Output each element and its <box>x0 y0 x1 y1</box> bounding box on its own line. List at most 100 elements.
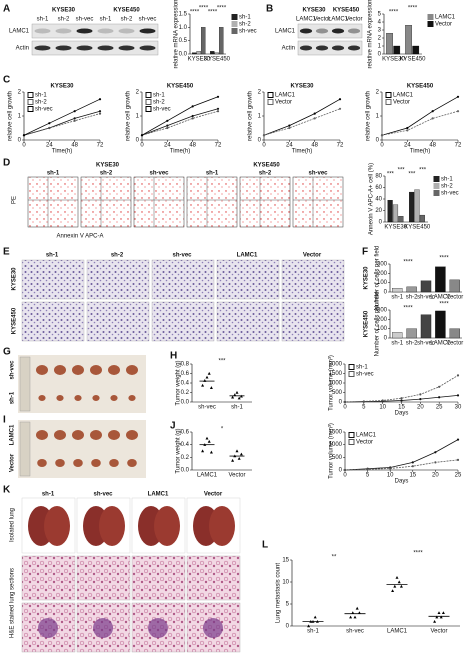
transwell-image <box>281 301 345 342</box>
panel-label: F <box>362 247 368 258</box>
legend-label: Vector <box>356 440 373 446</box>
bar <box>398 216 404 223</box>
significance: **** <box>199 6 209 12</box>
tumor-photo <box>18 355 146 413</box>
line <box>263 108 341 136</box>
metastasis <box>93 618 113 638</box>
chart-title: KYSE30 <box>50 84 74 90</box>
line <box>344 439 459 471</box>
panel-label: J <box>170 421 176 432</box>
transwell-image <box>151 301 215 342</box>
blot-row-label: Actin <box>282 46 295 52</box>
bar <box>406 328 417 339</box>
panel-label: H <box>170 351 177 362</box>
cell-line-label: KYSE30 <box>52 8 76 14</box>
bar <box>219 27 224 55</box>
y-tick-label: 0.8 <box>181 362 190 368</box>
x-tick-label: KYSE450 <box>404 225 431 231</box>
y-axis-label: relative cell growth <box>248 91 254 141</box>
x-axis-label: Days <box>395 411 409 417</box>
lane-label: LAMC1 <box>328 17 349 23</box>
line-marker <box>456 458 460 461</box>
y-axis-label: relative mRNA expression <box>174 0 180 69</box>
legend-label: sh-2 <box>153 100 165 106</box>
point <box>237 396 241 400</box>
tumor <box>128 395 136 401</box>
chart-title: KYSE30 <box>364 266 370 290</box>
he-section <box>186 555 241 601</box>
point <box>209 450 213 454</box>
x-tick-label: KYSE30 <box>188 57 211 63</box>
bar <box>412 45 420 55</box>
panel-label: A <box>3 4 10 15</box>
y-tick-label: 0.0 <box>179 52 188 58</box>
x-tick-label: sh-vec <box>198 405 216 411</box>
point <box>235 390 239 394</box>
x-tick-label: sh-vec <box>417 341 435 347</box>
y-tick-label: 0.4 <box>181 442 190 448</box>
significance: **** <box>403 306 413 312</box>
legend-label: Vector <box>275 100 292 106</box>
column-label: sh-1 <box>46 253 59 259</box>
y-tick-label: 4 <box>378 20 382 26</box>
flow-plot <box>186 176 238 228</box>
cell-line-label: KYSE450 <box>333 8 360 14</box>
flow-plot <box>27 176 79 228</box>
significance: *** <box>387 172 395 178</box>
blot-band <box>347 45 361 51</box>
row-label: KYSE450 <box>12 307 18 334</box>
flow-plot <box>80 176 132 228</box>
tumor <box>126 365 138 375</box>
y-tick-label: 100 <box>377 326 388 332</box>
blot-row-label: Actin <box>16 46 29 52</box>
point <box>207 439 211 443</box>
bar <box>435 266 446 293</box>
point <box>435 615 439 619</box>
x-tick-label: 5 <box>366 473 370 479</box>
y-tick-label: 0.0 <box>181 400 190 406</box>
line <box>344 459 459 471</box>
blot-strip <box>31 40 159 56</box>
tumor <box>109 459 119 467</box>
legend-swatch <box>27 99 34 105</box>
blot-band <box>347 28 361 34</box>
blot-band <box>76 28 93 34</box>
blot-band <box>55 45 72 51</box>
significance: **** <box>389 10 399 16</box>
y-tick-label: 1 <box>18 114 22 120</box>
x-tick-label: sh-1 <box>391 341 403 347</box>
y-tick-label: 300 <box>377 262 388 268</box>
point <box>233 393 237 397</box>
cell-line-label: KYSE450 <box>253 163 280 169</box>
y-tick-label: 0 <box>18 138 22 144</box>
x-tick-label: 10 <box>379 405 386 411</box>
legend-label: sh-vec <box>153 107 171 113</box>
y-tick-label: 0 <box>378 52 382 58</box>
y-tick-label: 500 <box>332 455 343 461</box>
x-tick-label: sh-2 <box>406 341 418 347</box>
x-tick-label: sh-vec <box>346 629 364 635</box>
y-tick-label: 0.6 <box>181 371 190 377</box>
legend-label: sh-vec <box>239 29 257 35</box>
row-label: LAMC1 <box>10 424 16 445</box>
cell-line-label: KYSE450 <box>113 8 140 14</box>
significance: **** <box>217 6 227 12</box>
lane-label: sh-vec <box>308 171 328 177</box>
line <box>23 110 101 136</box>
point <box>399 584 403 588</box>
legend-swatch <box>433 183 440 189</box>
column-label: Vector <box>303 253 322 259</box>
lane-label: sh-2 <box>121 17 133 23</box>
x-tick-label: 15 <box>398 405 405 411</box>
tumor <box>36 430 48 440</box>
x-tick-label: 0 <box>140 143 144 149</box>
chart-title: KYSE450 <box>364 310 370 337</box>
column-label: sh-vec <box>93 492 113 498</box>
tumor <box>90 365 102 375</box>
lane-label: sh-1 <box>47 171 60 177</box>
tumor <box>72 365 84 375</box>
blot-row-label: LAMC1 <box>275 29 296 35</box>
lane-label: Vector <box>313 17 330 23</box>
legend-swatch <box>267 92 274 98</box>
